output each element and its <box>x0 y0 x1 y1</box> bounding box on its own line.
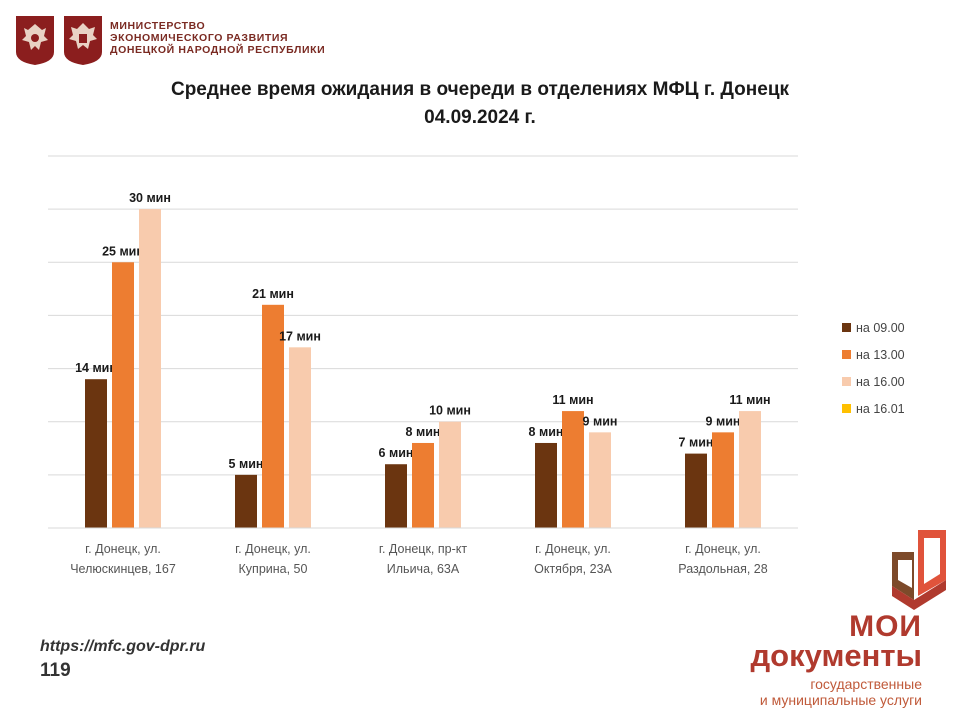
bar <box>289 347 311 528</box>
legend-label: на 16.01 <box>856 402 905 416</box>
ministry-name: МИНИСТЕРСТВО ЭКОНОМИЧЕСКОГО РАЗВИТИЯ ДОН… <box>110 20 325 56</box>
bar <box>112 262 134 528</box>
bar <box>412 442 434 528</box>
category-label: Куприна, 50 <box>239 562 308 576</box>
page-number: 119 <box>40 660 71 681</box>
data-label: 6 мин <box>379 446 414 460</box>
data-label: 17 мин <box>279 329 321 343</box>
category-label: г. Донецк, ул. <box>685 542 761 556</box>
brand-line-4: и муниципальные услуги <box>759 692 922 708</box>
category-label: г. Донецк, ул. <box>235 542 311 556</box>
data-label: 7 мин <box>679 436 714 450</box>
bar <box>535 442 557 528</box>
legend-swatch <box>842 323 851 332</box>
bar <box>439 421 461 528</box>
data-label: 10 мин <box>429 404 471 418</box>
chart-title: Среднее время ожидания в очереди в отдел… <box>80 76 880 132</box>
legend-swatch <box>842 404 851 413</box>
brand-line-1: МОИ <box>849 610 922 643</box>
ministry-header: МИНИСТЕРСТВО ЭКОНОМИЧЕСКОГО РАЗВИТИЯ ДОН… <box>14 14 344 68</box>
category-label: Ильича, 63А <box>387 562 460 576</box>
brand-line-3: государственные <box>810 676 922 692</box>
moi-dokumenty-logo-icon <box>892 530 946 610</box>
bar <box>562 411 584 528</box>
data-label: 11 мин <box>552 393 593 407</box>
brand-line-2: документы <box>750 638 922 673</box>
chart-title-text: Среднее время ожидания в очереди в отдел… <box>170 79 790 100</box>
category-label: Октября, 23А <box>534 562 612 576</box>
legend-swatch <box>842 377 851 386</box>
bar <box>685 453 707 528</box>
bar <box>235 474 257 528</box>
bar <box>739 411 761 528</box>
data-label: 8 мин <box>406 425 441 439</box>
ministry-line-1: МИНИСТЕРСТВО <box>110 20 206 32</box>
category-label: г. Донецк, пр-кт <box>379 542 467 556</box>
bar <box>712 432 734 528</box>
category-label: г. Донецк, ул. <box>535 542 611 556</box>
legend-label: на 13.00 <box>856 348 905 362</box>
legend-label: на 16.00 <box>856 375 905 389</box>
data-label: 30 мин <box>129 191 171 205</box>
bar <box>85 379 107 528</box>
legend-swatch <box>842 350 851 359</box>
ministry-line-2: ЭКОНОМИЧЕСКОГО РАЗВИТИЯ <box>110 32 289 44</box>
data-label: 11 мин <box>729 393 770 407</box>
russia-emblem-icon <box>16 16 54 65</box>
data-label: 9 мин <box>583 414 618 428</box>
bar <box>385 464 407 528</box>
data-label: 21 мин <box>252 287 294 301</box>
data-label: 8 мин <box>529 425 564 439</box>
data-label: 9 мин <box>706 414 741 428</box>
category-label: Челюскинцев, 167 <box>70 562 176 576</box>
bar <box>262 304 284 528</box>
dpr-emblem-icon <box>64 16 102 65</box>
category-label: г. Донецк, ул. <box>85 542 161 556</box>
data-label: 14 мин <box>75 361 117 375</box>
footer-url: https://mfc.gov-dpr.ru <box>40 638 206 655</box>
chart-subtitle-text: 04.09.2024 г. <box>424 107 536 128</box>
bar <box>139 209 161 528</box>
data-label: 5 мин <box>229 457 264 471</box>
data-label: 25 мин <box>102 244 144 258</box>
bar <box>589 432 611 528</box>
legend-label: на 09.00 <box>856 321 905 335</box>
ministry-line-3: ДОНЕЦКОЙ НАРОДНОЙ РЕСПУБЛИКИ <box>110 44 326 56</box>
category-label: Раздольная, 28 <box>678 562 767 576</box>
